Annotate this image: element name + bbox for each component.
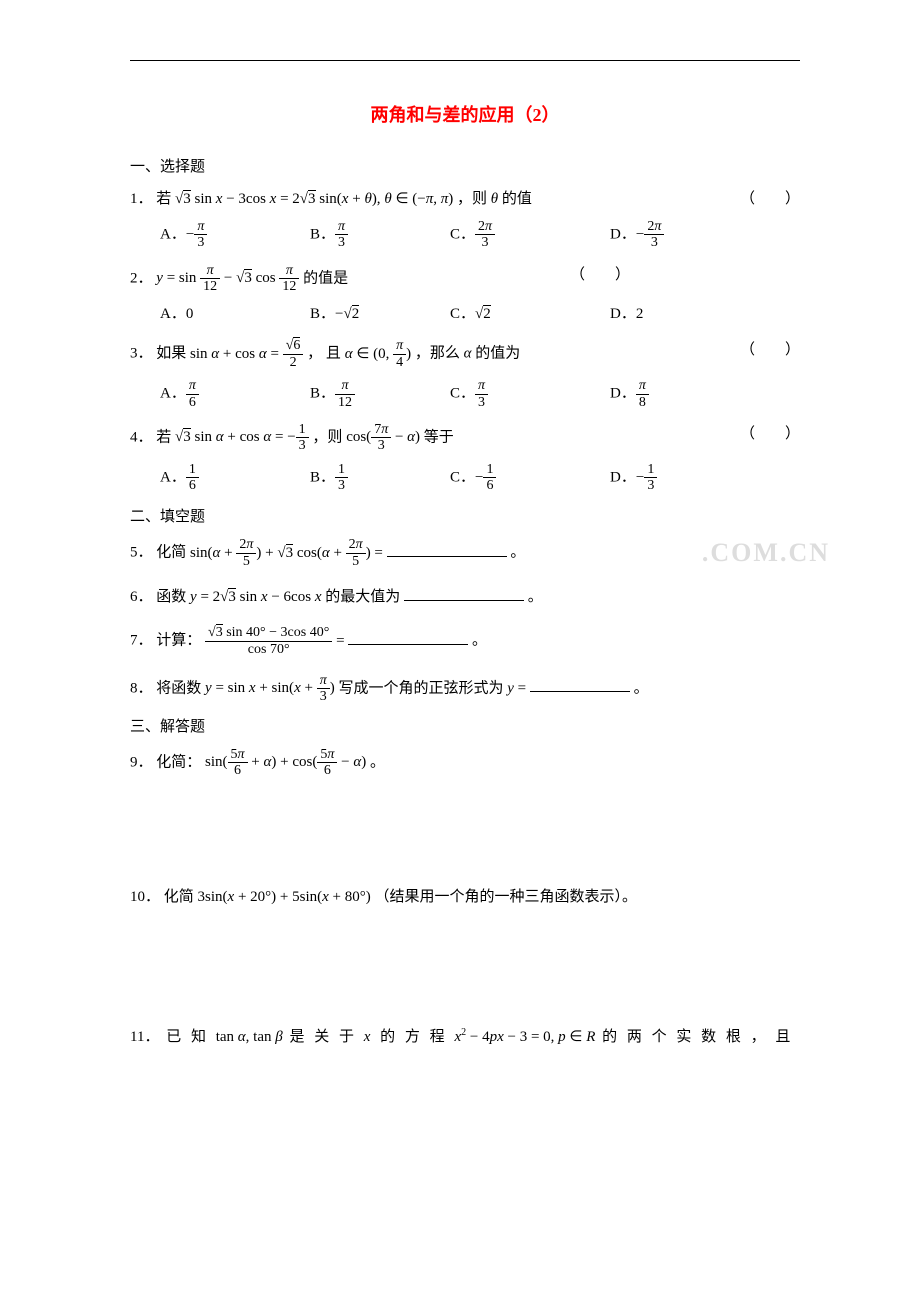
- top-rule: [130, 60, 800, 61]
- q5-num: 5．: [130, 545, 153, 561]
- q2-opt-d: D．2: [610, 302, 750, 326]
- q7-text-pre: 计算：: [156, 633, 201, 649]
- q5-blank: [387, 543, 507, 557]
- q7-formula: √3 sin 40° − 3cos 40°cos 70° =: [205, 633, 345, 649]
- q8-num: 8．: [130, 680, 153, 696]
- page-title: 两角和与差的应用（2）: [130, 101, 800, 130]
- q8-blank: [530, 678, 630, 692]
- q4-opt-a: A．16: [160, 462, 310, 494]
- question-3: 3． 如果 sin α + cos α = √62 ， 且 α ∈ (0, π4…: [130, 338, 800, 370]
- q11-text-pre: 已 知: [166, 1029, 216, 1045]
- question-5: 5． 化简 sin(α + 2π5) + √3 cos(α + 2π5) = 。…: [130, 537, 800, 569]
- q11-num: 11．: [130, 1029, 159, 1045]
- q1-paren: （ ）: [740, 187, 800, 211]
- q10-text-pre: 化简: [164, 889, 198, 905]
- q1-options: A．−π3 B．π3 C．2π3 D．−2π3: [160, 219, 800, 251]
- q3-num: 3．: [130, 346, 153, 362]
- section-3-header: 三、解答题: [130, 715, 800, 739]
- question-2: 2． y = sin π12 − √3 cos π12 的值是 （ ）: [130, 263, 800, 295]
- q6-text-post: 的最大值为: [325, 589, 400, 605]
- q1-opt-c: C．2π3: [450, 219, 610, 251]
- q4-options: A．16 B．13 C．−16 D．−13: [160, 462, 800, 494]
- q8-text-post: 写成一个角的正弦形式为 y =: [338, 680, 526, 696]
- section-2-header: 二、填空题: [130, 505, 800, 529]
- q3-text-mid: ， 且: [307, 346, 345, 362]
- q6-formula: y = 2√3 sin x − 6cos x: [190, 588, 321, 605]
- q3-opt-b: B．π12: [310, 378, 450, 410]
- q10-num: 10．: [130, 889, 160, 905]
- q10-text-post: （结果用一个角的一种三角函数表示）。: [375, 889, 638, 905]
- q5-formula: sin(α + 2π5) + √3 cos(α + 2π5) =: [190, 545, 383, 561]
- q10-formula: 3sin(x + 20°) + 5sin(x + 80°): [198, 889, 371, 905]
- q8-formula: y = sin x + sin(x + π3): [205, 680, 335, 696]
- q9-period: 。: [370, 754, 385, 770]
- question-8: 8． 将函数 y = sin x + sin(x + π3) 写成一个角的正弦形…: [130, 673, 800, 705]
- q3-text-post: ，那么 α 的值为: [415, 346, 520, 362]
- watermark-icon: .COM.CN: [702, 532, 830, 574]
- question-4: 4． 若 √3 sin α + cos α = −13 ，则 cos(7π3 −…: [130, 422, 800, 454]
- q8-text-pre: 将函数: [156, 680, 205, 696]
- q1-opt-a: A．−π3: [160, 219, 310, 251]
- q4-text-post: 等于: [424, 429, 454, 445]
- q3-opt-c: C．π3: [450, 378, 610, 410]
- question-10: 10． 化简 3sin(x + 20°) + 5sin(x + 80°) （结果…: [130, 885, 800, 909]
- q1-formula: √3 sin x − 3cos x = 2√3 sin(x + θ), θ ∈ …: [175, 190, 453, 207]
- q2-formula: y = sin π12 − √3 cos π12: [156, 270, 299, 286]
- q7-num: 7．: [130, 633, 153, 649]
- question-11: 11． 已 知 tan α, tan β 是 关 于 x 的 方 程 x2 − …: [130, 1025, 800, 1049]
- section-1-header: 一、选择题: [130, 155, 800, 179]
- q3-options: A．π6 B．π12 C．π3 D．π8: [160, 378, 800, 410]
- q9-workspace: [130, 787, 800, 877]
- q3-opt-a: A．π6: [160, 378, 310, 410]
- q4-paren: （ ）: [740, 422, 800, 446]
- q2-text-post: 的值是: [303, 270, 348, 286]
- q3-formula1: sin α + cos α = √62: [190, 346, 303, 362]
- q11-text-post: 的 两 个 实 数 根 ， 且: [602, 1029, 793, 1045]
- q3-opt-d: D．π8: [610, 378, 750, 410]
- q7-period: 。: [472, 633, 487, 649]
- q5-text-pre: 化简: [156, 545, 190, 561]
- q1-opt-b: B．π3: [310, 219, 450, 251]
- q8-period: 。: [634, 680, 649, 696]
- q6-blank: [404, 587, 524, 601]
- question-9: 9． 化简： sin(5π6 + α) + cos(5π6 − α) 。: [130, 747, 800, 779]
- q1-text-pre: 若: [156, 191, 171, 207]
- question-1: 1． 若 √3 sin x − 3cos x = 2√3 sin(x + θ),…: [130, 187, 800, 211]
- q11-formula2: x2 − 4px − 3 = 0, p ∈ R: [454, 1029, 595, 1045]
- q3-paren: （ ）: [740, 338, 800, 362]
- q2-paren: （ ）: [570, 263, 630, 287]
- q6-period: 。: [528, 589, 543, 605]
- q1-text-post: ，则 θ 的值: [457, 191, 532, 207]
- q2-opt-a: A．0: [160, 302, 310, 326]
- q2-opt-b: B．−√2: [310, 302, 450, 326]
- q4-formula2: cos(7π3 − α): [346, 429, 420, 445]
- question-7: 7． 计算： √3 sin 40° − 3cos 40°cos 70° = 。: [130, 625, 800, 657]
- q2-num: 2．: [130, 270, 153, 286]
- q4-text-pre: 若: [156, 429, 175, 445]
- q2-opt-c: C．√2: [450, 302, 610, 326]
- q4-text-mid: ，则: [312, 429, 346, 445]
- q10-workspace: [130, 917, 800, 1017]
- q4-num: 4．: [130, 429, 153, 445]
- q4-opt-c: C．−16: [450, 462, 610, 494]
- q11-formula1: tan α, tan β: [216, 1029, 283, 1045]
- question-6: 6． 函数 y = 2√3 sin x − 6cos x 的最大值为 。: [130, 585, 800, 609]
- q4-opt-b: B．13: [310, 462, 450, 494]
- q3-text-pre: 如果: [156, 346, 190, 362]
- q6-text-pre: 函数: [156, 589, 190, 605]
- q4-formula1: √3 sin α + cos α = −13: [175, 429, 309, 445]
- q11-text-mid: 是 关 于 x 的 方 程: [289, 1029, 454, 1045]
- q3-formula2: α ∈ (0, π4): [345, 346, 411, 362]
- q1-opt-d: D．−2π3: [610, 219, 750, 251]
- q7-blank: [348, 631, 468, 645]
- q5-period: 。: [510, 545, 525, 561]
- q6-num: 6．: [130, 589, 153, 605]
- q4-opt-d: D．−13: [610, 462, 750, 494]
- q2-options: A．0 B．−√2 C．√2 D．2: [160, 302, 800, 326]
- q9-num: 9．: [130, 754, 153, 770]
- q9-formula: sin(5π6 + α) + cos(5π6 − α): [205, 754, 366, 770]
- q1-num: 1．: [130, 191, 153, 207]
- q9-text-pre: 化简：: [156, 754, 201, 770]
